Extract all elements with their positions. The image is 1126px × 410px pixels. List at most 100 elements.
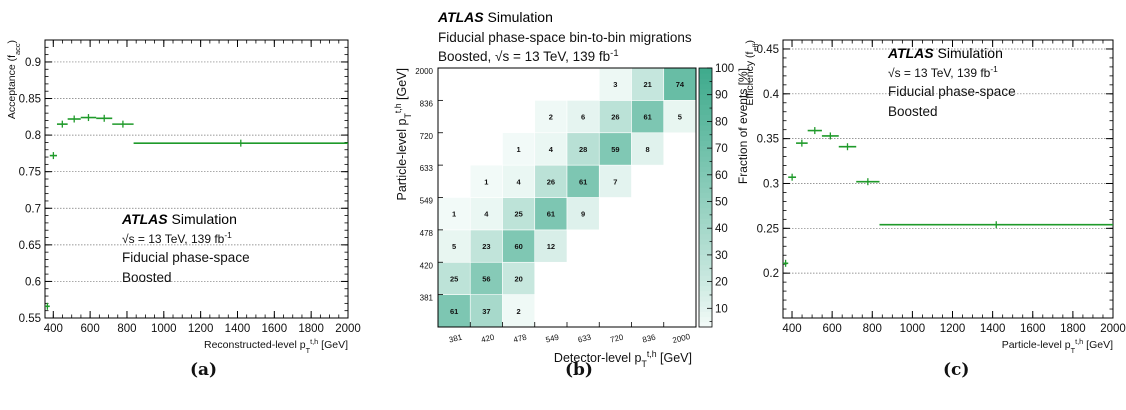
heatmap-cell (566, 197, 600, 231)
heatmap-cell-value: 12 (547, 242, 555, 251)
x-tick-label: 2000 (1100, 323, 1126, 335)
heatmap-cell (598, 164, 632, 198)
colorbar-segment (699, 306, 712, 312)
heatmap-cell (534, 132, 568, 166)
x-tick-label: 400 (782, 323, 801, 335)
heatmap-title-line3-part: -1 (610, 48, 618, 59)
y-axis-label: Acceptance (facc) (6, 40, 22, 119)
x-axis-label-part: Reconstructed-level p (204, 339, 306, 351)
x-tick-label: 1800 (1060, 323, 1086, 335)
colorbar-segment (699, 83, 712, 90)
heatmap-title-line2: Fiducial phase-space bin-to-bin migratio… (438, 30, 692, 45)
heatmap-cell (566, 100, 600, 134)
y-tick-label: 0.65 (19, 240, 41, 252)
heatmap-cell-value: 37 (482, 307, 490, 316)
colorbar-segment (699, 249, 712, 255)
heatmap-cell-value: 7 (613, 177, 617, 186)
colorbar-segment (699, 259, 712, 266)
x-tick-label: 1600 (1020, 323, 1046, 335)
x-bin-label: 478 (512, 332, 528, 344)
heatmap-cell-value: 61 (579, 177, 587, 186)
legend-energy-line: √s = 13 TeV, 139 fb-1 (122, 230, 232, 246)
efficiency-panel: 0.2 0.25 0.3 0.35 0.4 0.45 400 600 800 1000 1200 14… (744, 39, 1126, 355)
heatmap-cell (502, 164, 536, 198)
y-axis-label-part: eff (751, 43, 760, 52)
x-tick-label: 1200 (188, 323, 214, 335)
x-axis-label-part: [GeV] (1083, 339, 1113, 351)
x-tick-label: 600 (81, 323, 100, 335)
y-axis-label-part: T (403, 113, 413, 119)
colorbar-segment (699, 218, 712, 224)
legend-energy-line-part: √s = 13 TeV, 139 fb (888, 66, 991, 80)
legend-atlas-line: ATLAS Simulation (121, 211, 237, 227)
heatmap-cell-value: 2 (549, 113, 553, 122)
heatmap-cell (469, 197, 503, 231)
heatmap-cell (469, 261, 503, 295)
heatmap-cell (534, 164, 568, 198)
heatmap-cell-value: 6 (581, 113, 585, 122)
colorbar-segment (699, 202, 712, 209)
heatmap-cell (534, 197, 568, 231)
y-bin-label: 420 (420, 261, 434, 270)
colorbar-segment (699, 228, 712, 235)
heatmap-cell (502, 261, 536, 295)
data-point (783, 259, 789, 267)
heatmap-cell (502, 294, 536, 328)
colorbar-tick-label: 80 (715, 116, 728, 128)
y-axis-label-part: t,h (393, 103, 403, 113)
y-axis-label: Particle-level pTt,h [GeV] (393, 68, 413, 201)
legend-energy-line-part: √s = 13 TeV, 139 fb (122, 232, 225, 246)
y-tick-label: 0.9 (25, 57, 41, 69)
y-axis-label-part: ) (6, 40, 18, 44)
subfigure-label-c: (c) (943, 360, 970, 380)
heatmap-cell (534, 229, 568, 263)
colorbar-segment (699, 213, 712, 219)
legend-phase-space: Fiducial phase-space (122, 250, 250, 265)
heatmap-cell-value: 25 (450, 274, 458, 283)
x-axis-label: Reconstructed-level pTt,h [GeV] (204, 337, 348, 355)
colorbar-segment (699, 197, 712, 204)
colorbar-segment (699, 104, 712, 110)
y-axis-label-part: Particle-level p (395, 118, 409, 200)
heatmap-cell-value: 1 (484, 177, 488, 186)
colorbar-tick-label: 30 (715, 250, 728, 262)
x-axis-label-part: T (1071, 346, 1076, 355)
colorbar-segment (699, 68, 712, 74)
y-tick-label: 0.4 (763, 89, 780, 101)
colorbar-segment (699, 78, 712, 85)
data-point (56, 120, 68, 128)
x-bin-label: 381 (448, 332, 464, 344)
x-tick-label: 800 (863, 323, 882, 335)
atlas-label: ATLAS (121, 211, 168, 227)
y-tick-label: 0.45 (757, 44, 779, 56)
y-axis-label-part: acc (13, 43, 22, 55)
heatmap-cell (631, 100, 665, 134)
data-point (788, 173, 797, 181)
heatmap-cell-value: 61 (547, 210, 555, 219)
colorbar-segment (699, 166, 712, 173)
y-bin-label: 478 (420, 229, 434, 238)
colorbar-segment (699, 264, 712, 271)
subfigure-label-a: (a) (190, 360, 218, 380)
colorbar-segment (699, 270, 712, 276)
heatmap-cell-value: 74 (676, 80, 685, 89)
colorbar-segment (699, 161, 712, 167)
colorbar-tick-label: 40 (715, 223, 728, 235)
colorbar-segment (699, 171, 712, 178)
heatmap-cell-value: 4 (484, 210, 489, 219)
colorbar-segment (699, 238, 712, 245)
plot-frame (44, 39, 349, 319)
heatmap-cell-value: 60 (514, 242, 522, 251)
colorbar-tick-label: 100 (715, 63, 734, 75)
data-point (856, 178, 880, 186)
y-tick-label: 0.2 (763, 268, 779, 280)
heatmap-cell-value: 20 (514, 274, 522, 283)
x-axis-label-part: T (641, 359, 647, 369)
heatmap-cell (469, 164, 503, 198)
colorbar-segment (699, 73, 712, 79)
acceptance-panel: 0.55 0.6 0.65 0.7 0.75 0.8 0.85 0.9 400 600 800 100… (6, 39, 361, 355)
data-point (807, 127, 822, 135)
migration-matrix-panel: ATLAS Simulation Fiducial phase-space bin… (393, 9, 750, 369)
subfigure-label-b: (b) (565, 360, 593, 380)
